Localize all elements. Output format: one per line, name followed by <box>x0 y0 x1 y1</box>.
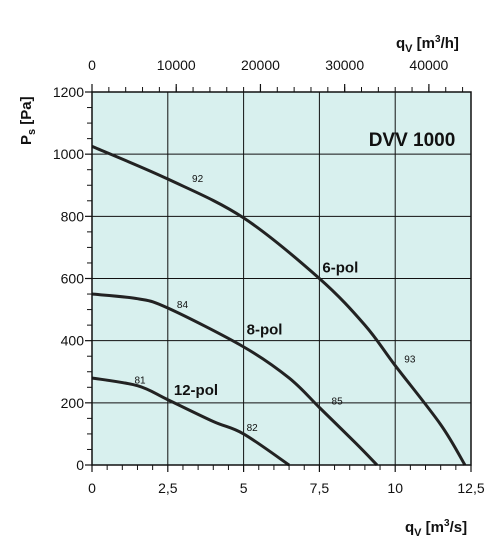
x2-tick-label: 30000 <box>325 57 364 73</box>
efficiency-label: 85 <box>332 396 344 407</box>
y-tick-label: 200 <box>61 395 85 411</box>
curve-label: 6-pol <box>322 259 358 276</box>
efficiency-label: 84 <box>177 300 189 311</box>
x2-tick-label: 20000 <box>241 57 280 73</box>
y-tick-label: 0 <box>76 457 84 473</box>
x-tick-label: 10 <box>387 480 403 496</box>
chart-labels: 6-pol 8-pol 12-pol <box>174 259 358 399</box>
y-tick-label: 1200 <box>53 84 84 100</box>
curve-label: 12-pol <box>174 382 218 399</box>
x2-tick-label: 0 <box>88 57 96 73</box>
x-tick-label: 12,5 <box>457 480 484 496</box>
svg-text:Ps [Pa]: Ps [Pa] <box>18 96 38 145</box>
series-line-6-pol <box>91 145 467 466</box>
efficiency-label: 93 <box>404 354 416 365</box>
x2-axis-label: qV [m3/h] <box>396 34 459 55</box>
x-tick-label: 2,5 <box>158 480 178 496</box>
x2-tick-label: 40000 <box>409 57 448 73</box>
x2-tick-label: 10000 <box>157 57 196 73</box>
efficiency-label: 81 <box>134 376 146 387</box>
x-tick-label: 0 <box>88 480 96 496</box>
chart-title: DVV 1000 <box>369 130 456 151</box>
efficiency-label: 82 <box>247 423 259 434</box>
efficiency-label: 92 <box>192 174 204 185</box>
y-tick-label: 1000 <box>53 146 84 162</box>
x-axis-label: qV [m3/s] <box>405 518 467 539</box>
series-line-8-pol <box>91 292 379 467</box>
x-tick-label: 5 <box>240 480 248 496</box>
curve-label: 8-pol <box>247 321 283 338</box>
series-line-12-pol <box>91 376 290 467</box>
y-tick-label: 800 <box>61 208 85 224</box>
x-tick-label: 7,5 <box>310 480 330 496</box>
y-axis-label: Ps [Pa] <box>18 96 38 145</box>
fan-curves: 92 93 84 85 81 82 <box>91 145 467 467</box>
y-tick-label: 600 <box>61 271 85 287</box>
y-tick-label: 400 <box>61 333 85 349</box>
